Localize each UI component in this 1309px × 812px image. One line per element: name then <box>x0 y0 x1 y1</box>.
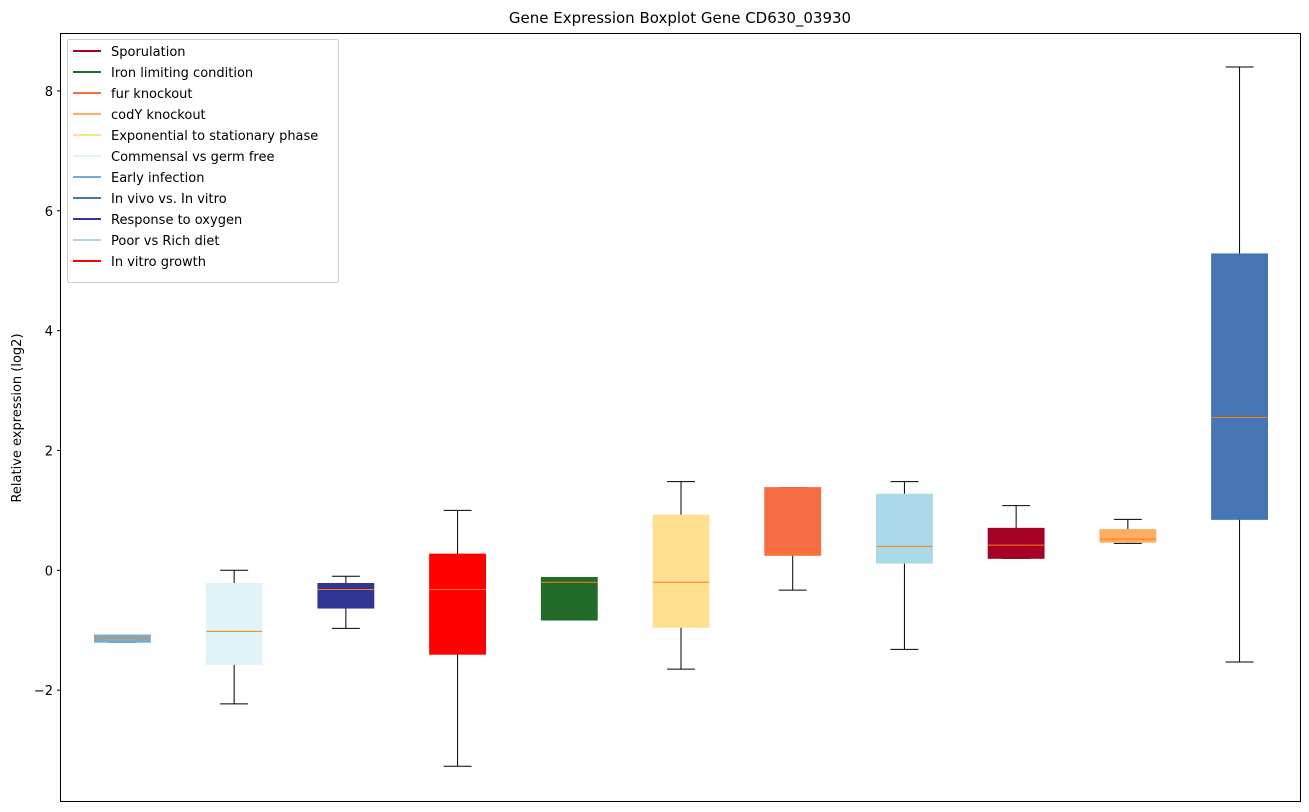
legend-label: fur knockout <box>111 87 193 102</box>
box-body <box>1211 253 1268 520</box>
legend-label: Iron limiting condition <box>111 66 253 81</box>
box-body <box>875 493 933 564</box>
y-tick-label: 2 <box>45 444 53 459</box>
legend-entry: In vivo vs. In vitro <box>73 192 227 207</box>
legend-entry: codY knockout <box>73 108 206 123</box>
y-tick-label: 4 <box>45 325 53 340</box>
box-group <box>652 481 710 670</box>
y-tick-label: 8 <box>45 85 53 100</box>
box-group <box>1211 66 1268 663</box>
box-group <box>429 509 487 767</box>
box-group <box>1099 518 1157 544</box>
legend-label: Response to oxygen <box>111 213 242 228</box>
legend-label: codY knockout <box>111 108 206 123</box>
box-group <box>317 575 375 629</box>
box-body <box>94 634 151 643</box>
legend-entry: Iron limiting condition <box>73 66 253 81</box>
box-body <box>1099 529 1157 543</box>
legend-entry: Commensal vs germ free <box>73 150 274 165</box>
box-body <box>540 576 598 621</box>
legend-entry: Early infection <box>73 171 204 186</box>
legend-entry: Exponential to stationary phase <box>73 129 318 144</box>
y-tick-label: 0 <box>45 564 53 579</box>
legend-label: Exponential to stationary phase <box>111 129 318 144</box>
legend-label: Commensal vs germ free <box>111 150 274 165</box>
box-body <box>429 553 487 655</box>
legend-entry: In vitro growth <box>73 255 206 270</box>
box-group <box>94 634 151 643</box>
legend-label: Sporulation <box>111 45 186 60</box>
box-group <box>875 481 933 650</box>
legend-entry: Response to oxygen <box>73 213 242 228</box>
legend-label: In vitro growth <box>111 255 206 270</box>
box-group <box>540 576 598 621</box>
y-tick-label: −2 <box>34 684 53 699</box>
box-body <box>317 582 375 609</box>
legend-label: Early infection <box>111 171 204 186</box>
box-group <box>987 505 1045 559</box>
box-body <box>652 514 710 628</box>
box-body <box>205 582 263 665</box>
legend-entry: Sporulation <box>73 45 186 60</box>
box-group <box>764 487 822 591</box>
box-group <box>205 569 263 705</box>
legend-label: Poor vs Rich diet <box>111 234 219 249</box>
legend-entry: fur knockout <box>73 87 193 102</box>
legend-label: In vivo vs. In vitro <box>111 192 227 207</box>
legend: Sporulation Iron limiting condition fur kn… <box>67 39 339 283</box>
plot-frame <box>60 33 1301 802</box>
box-body <box>764 487 822 556</box>
plot-area <box>94 66 1268 767</box>
y-axis: −2 0 2 4 6 8 <box>34 85 61 699</box>
y-tick-label: 6 <box>45 205 53 220</box>
box-body <box>987 527 1045 559</box>
chart-title: Gene Expression Boxplot Gene CD630_03930 <box>509 9 851 28</box>
legend-entry: Poor vs Rich diet <box>73 234 219 249</box>
legend-box <box>67 39 339 283</box>
y-axis-label: Relative expression (log2) <box>10 333 25 502</box>
